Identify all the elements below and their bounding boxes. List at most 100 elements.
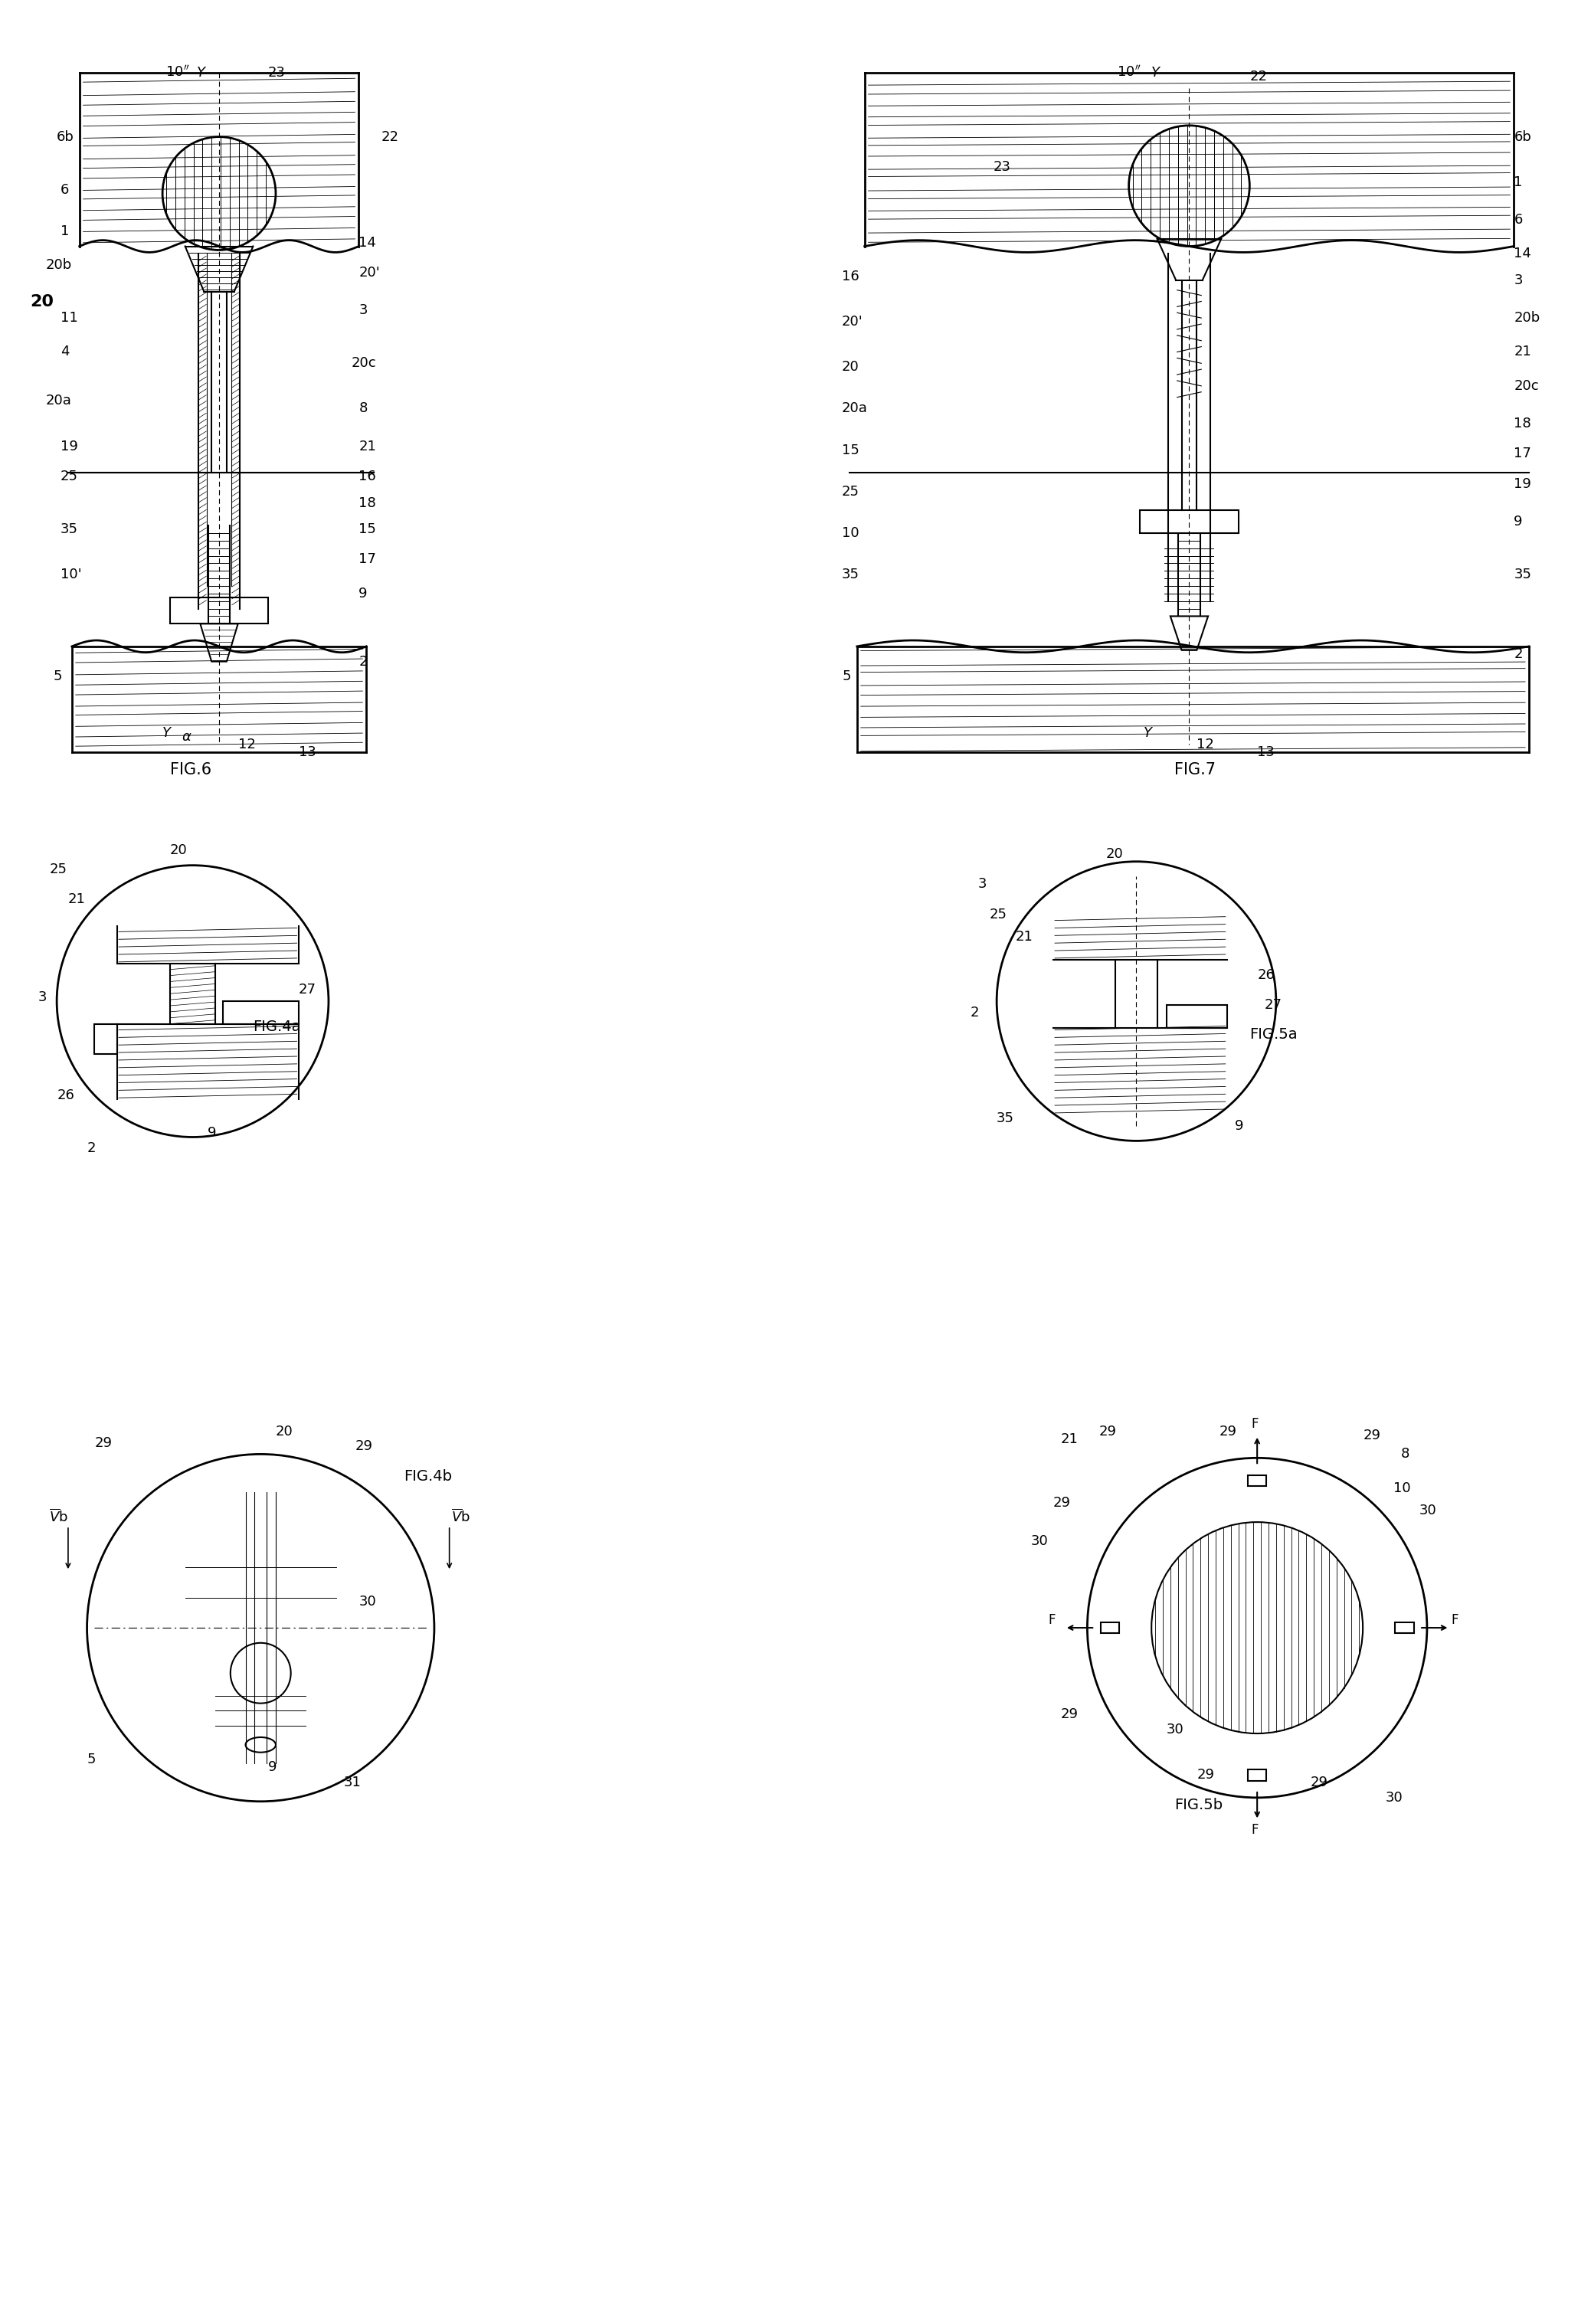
- Text: FIG.4b: FIG.4b: [404, 1469, 452, 1483]
- Text: 15: 15: [358, 523, 377, 537]
- Text: 29: 29: [94, 1436, 111, 1450]
- Text: 10: 10: [842, 525, 859, 539]
- Text: 3: 3: [358, 304, 368, 318]
- Text: 2: 2: [358, 655, 368, 669]
- Text: 2: 2: [88, 1141, 95, 1155]
- Text: 29: 29: [1363, 1429, 1381, 1443]
- Text: Y: Y: [1144, 727, 1152, 739]
- Text: 9: 9: [208, 1127, 216, 1141]
- Text: 9: 9: [358, 586, 368, 600]
- Text: 17: 17: [358, 553, 377, 567]
- Text: 10': 10': [60, 567, 81, 581]
- Text: $\overline{V}$b: $\overline{V}$b: [450, 1508, 469, 1525]
- Text: 21: 21: [1061, 1432, 1079, 1446]
- Bar: [1247, 1769, 1266, 1780]
- Text: 20a: 20a: [46, 395, 72, 409]
- Text: 26: 26: [57, 1088, 75, 1102]
- Text: 20b: 20b: [46, 258, 72, 272]
- Text: Y: Y: [162, 727, 170, 739]
- Text: 35: 35: [996, 1111, 1015, 1125]
- Text: FIG.6: FIG.6: [170, 762, 212, 779]
- Text: 23: 23: [269, 65, 286, 79]
- Text: 9: 9: [1235, 1118, 1243, 1132]
- Text: 6b: 6b: [1513, 130, 1532, 144]
- Text: 9: 9: [1513, 516, 1523, 528]
- Text: 3: 3: [978, 876, 986, 890]
- Text: 29: 29: [1099, 1425, 1117, 1439]
- Text: F: F: [1251, 1418, 1258, 1432]
- Text: 6b: 6b: [57, 130, 75, 144]
- Text: 8: 8: [1400, 1448, 1410, 1462]
- Text: 10: 10: [1394, 1480, 1410, 1494]
- Text: 30: 30: [1386, 1792, 1403, 1803]
- Text: 20: 20: [1106, 846, 1123, 860]
- Text: 35: 35: [1513, 567, 1532, 581]
- Text: FIG.5b: FIG.5b: [1174, 1796, 1222, 1813]
- Bar: [1101, 1622, 1120, 1634]
- Text: 22: 22: [1249, 70, 1266, 84]
- Text: 16: 16: [842, 270, 859, 284]
- Text: 20': 20': [842, 314, 864, 328]
- Text: $\overline{V}$b: $\overline{V}$b: [49, 1508, 68, 1525]
- Text: 29: 29: [1309, 1776, 1327, 1789]
- Text: 30: 30: [1031, 1534, 1048, 1548]
- Text: FIG.5a: FIG.5a: [1249, 1027, 1298, 1041]
- Bar: [170, 597, 269, 623]
- Text: 29: 29: [355, 1439, 372, 1452]
- Text: 20a: 20a: [842, 402, 867, 416]
- Text: 13: 13: [1257, 746, 1274, 760]
- Text: FIG.4a: FIG.4a: [253, 1020, 301, 1034]
- Text: 9: 9: [269, 1762, 277, 1773]
- Text: 8: 8: [358, 402, 368, 416]
- Text: 22: 22: [382, 130, 399, 144]
- Bar: [1141, 511, 1238, 532]
- Text: 21: 21: [1513, 344, 1532, 358]
- Text: 35: 35: [60, 523, 78, 537]
- Text: F: F: [1251, 1822, 1258, 1836]
- Text: 20: 20: [275, 1425, 293, 1439]
- Text: 5: 5: [842, 669, 851, 683]
- Text: Y: Y: [1152, 65, 1160, 79]
- Text: 18: 18: [1513, 416, 1531, 430]
- Text: 30: 30: [358, 1594, 375, 1608]
- Text: 23: 23: [993, 160, 1010, 174]
- Text: 15: 15: [842, 444, 859, 458]
- Text: 25: 25: [49, 862, 67, 876]
- Text: 14: 14: [1513, 246, 1532, 260]
- Text: 21: 21: [1015, 930, 1033, 944]
- Text: 30: 30: [1166, 1722, 1184, 1736]
- Text: 25: 25: [60, 469, 78, 483]
- Text: 18: 18: [358, 495, 375, 509]
- Text: Y: Y: [196, 65, 205, 79]
- Text: 20c: 20c: [352, 356, 375, 370]
- Text: 20: 20: [170, 844, 188, 858]
- Text: 4: 4: [60, 344, 70, 358]
- Text: 29: 29: [1219, 1425, 1238, 1439]
- Text: 20: 20: [30, 295, 54, 309]
- Text: 31: 31: [344, 1776, 361, 1789]
- Text: 19: 19: [1513, 476, 1532, 490]
- Text: 25: 25: [842, 486, 859, 497]
- Text: 27: 27: [1265, 997, 1282, 1011]
- Text: 35: 35: [842, 567, 859, 581]
- Text: 20': 20': [358, 265, 380, 279]
- Bar: [223, 1002, 299, 1025]
- Text: 5: 5: [88, 1752, 95, 1766]
- Text: 17: 17: [1513, 446, 1532, 460]
- Circle shape: [1152, 1522, 1363, 1734]
- Text: 29: 29: [1196, 1769, 1214, 1783]
- Text: 26: 26: [1257, 967, 1274, 981]
- Text: 30: 30: [1419, 1504, 1437, 1518]
- Text: 1: 1: [1513, 174, 1523, 188]
- Text: 20b: 20b: [1513, 311, 1540, 325]
- Text: 6: 6: [1513, 214, 1523, 228]
- Text: 13: 13: [299, 746, 317, 760]
- Text: $10^{\prime\prime}$: $10^{\prime\prime}$: [1117, 65, 1141, 79]
- Text: 20: 20: [842, 360, 859, 374]
- Text: FIG.7: FIG.7: [1174, 762, 1216, 779]
- Text: 2: 2: [971, 1006, 978, 1020]
- Bar: [1166, 1004, 1227, 1027]
- Bar: [94, 1025, 118, 1055]
- Text: 25: 25: [990, 906, 1007, 920]
- Text: 6: 6: [60, 184, 70, 198]
